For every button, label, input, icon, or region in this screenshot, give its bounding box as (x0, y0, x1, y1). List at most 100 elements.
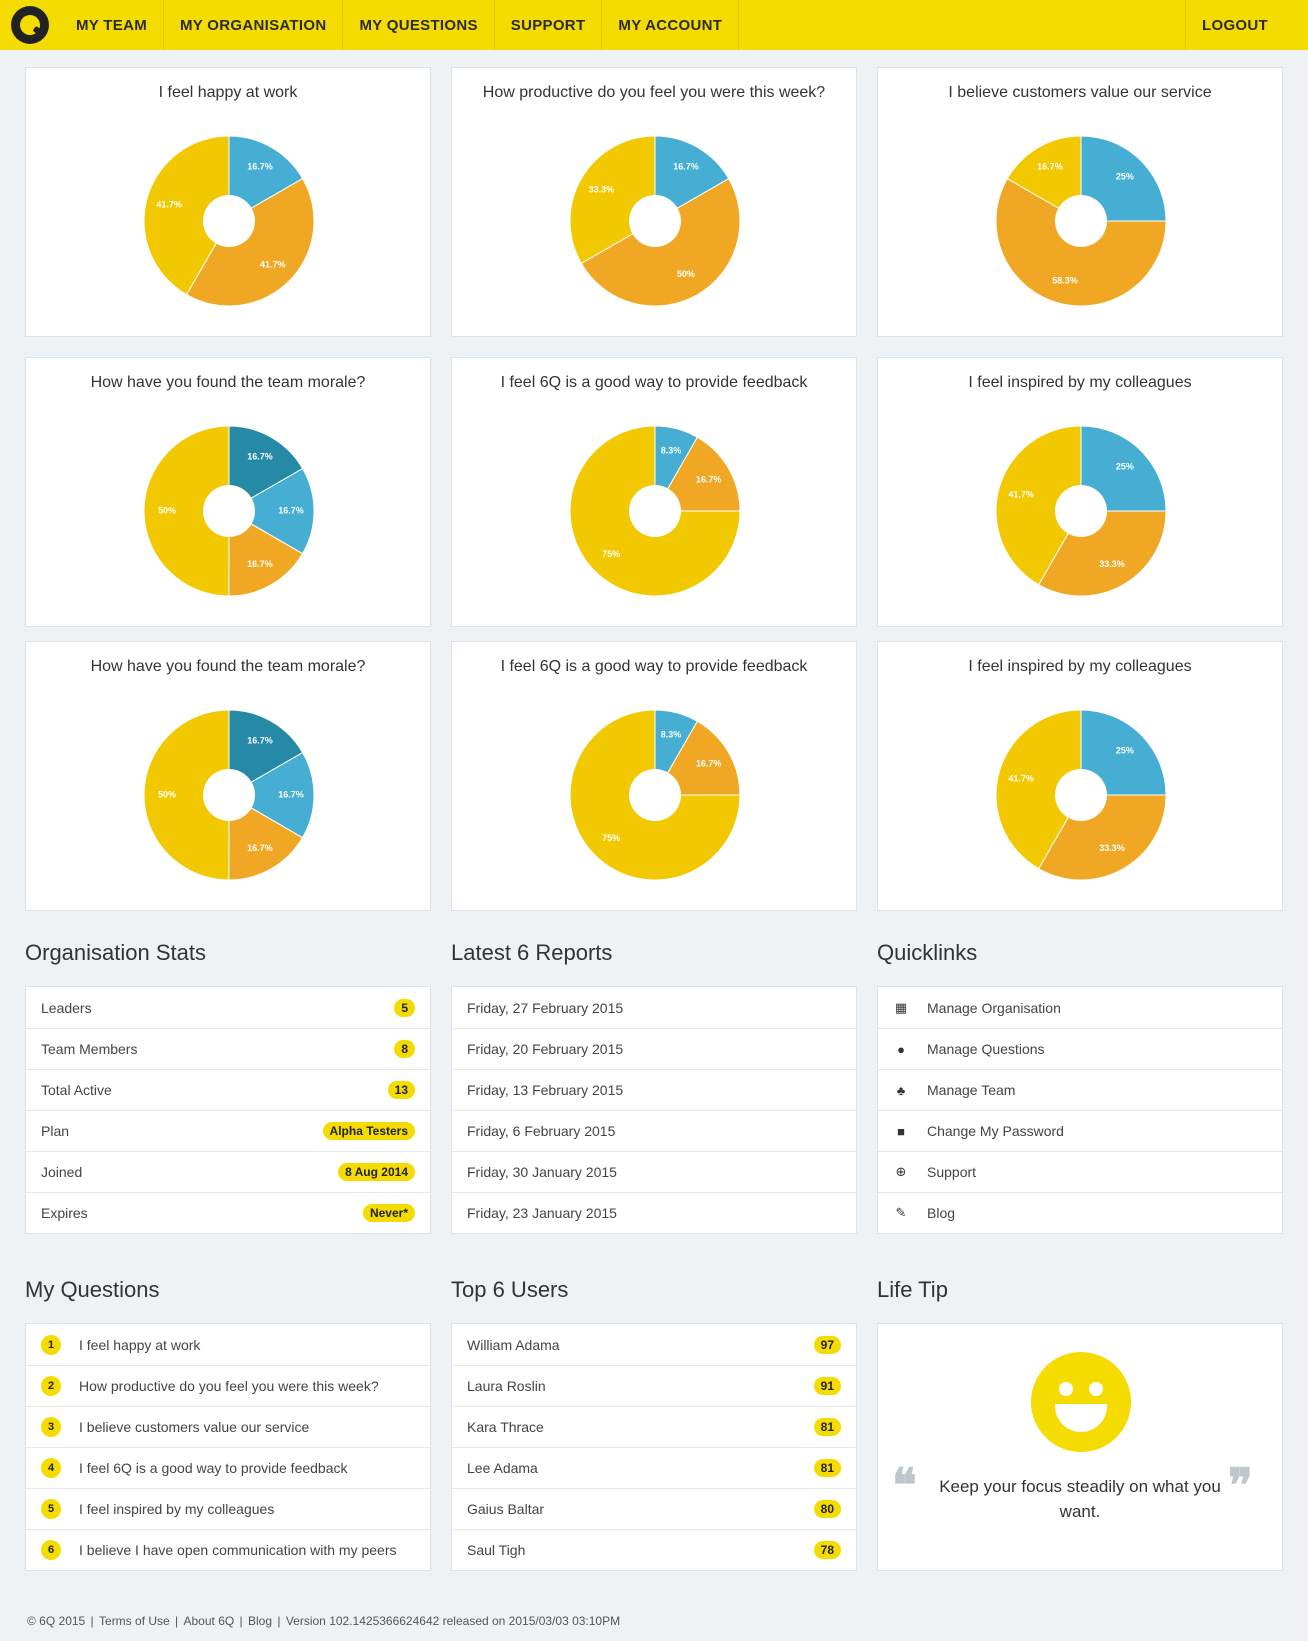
pie-slice[interactable] (143, 709, 230, 881)
quicklink-blog[interactable]: ✎ Blog (878, 1192, 1282, 1233)
org-stat-label: Expires (41, 1205, 88, 1221)
question-number-badge: 4 (41, 1458, 61, 1478)
org-stat-label: Plan (41, 1123, 70, 1139)
quicklink-label: Change My Password (927, 1123, 1064, 1139)
user-score-badge: 81 (813, 1459, 841, 1477)
smiley-icon (1031, 1352, 1131, 1452)
question-item[interactable]: 1 I feel happy at work (26, 1324, 430, 1365)
logout-button[interactable]: LOGOUT (1185, 0, 1308, 50)
report-link[interactable]: Friday, 20 February 2015 (452, 1028, 856, 1069)
footer-blog-link[interactable]: Blog (248, 1614, 273, 1628)
nav-my-account[interactable]: MY ACCOUNT (602, 0, 740, 50)
quicklink-label: Manage Questions (927, 1041, 1045, 1057)
chart-panel: I feel inspired by my colleagues 25% 33.3%… (877, 357, 1283, 627)
donut-chart: 8.3% 16.7% 75% (569, 425, 741, 597)
report-link[interactable]: Friday, 6 February 2015 (452, 1110, 856, 1151)
org-stat-row: Joined 8 Aug 2014 (26, 1151, 430, 1192)
pencil-icon: ✎ (895, 1205, 907, 1220)
report-link[interactable]: Friday, 13 February 2015 (452, 1069, 856, 1110)
pie-slice[interactable] (185, 177, 315, 307)
pie-slice[interactable] (143, 425, 230, 597)
chart-title: How productive do you feel you were this… (482, 84, 826, 101)
report-link[interactable]: Friday, 30 January 2015 (452, 1151, 856, 1192)
question-number-badge: 2 (41, 1376, 61, 1396)
pie-slice[interactable] (1080, 425, 1167, 512)
pie-slice[interactable] (654, 720, 741, 796)
pie-slice-label: 41.7% (1008, 773, 1034, 783)
org-stat-badge: 5 (394, 998, 415, 1017)
donut-chart: 16.7% 16.7% 16.7% 50% (143, 709, 315, 881)
user-row[interactable]: William Adama 97 (452, 1324, 856, 1365)
org-stat-badge: 8 Aug 2014 (338, 1163, 415, 1181)
donut-chart: 16.7% 16.7% 16.7% 50% (143, 425, 315, 597)
close-quote-icon: ❞ (1228, 1458, 1253, 1512)
footer-about-link[interactable]: About 6Q (183, 1614, 235, 1628)
quicklink-support[interactable]: ⊕ Support (878, 1151, 1282, 1192)
report-link[interactable]: Friday, 27 February 2015 (467, 999, 624, 1016)
pie-slice[interactable] (228, 467, 315, 555)
pie-slice-label: 16.7% (696, 758, 722, 768)
chart-title: I feel 6Q is a good way to provide feedb… (500, 374, 808, 391)
pie-slice[interactable] (228, 425, 304, 512)
pie-slice[interactable] (228, 510, 304, 597)
user-row[interactable]: Lee Adama 81 (452, 1447, 856, 1488)
pie-slice[interactable] (654, 436, 741, 512)
question-item[interactable]: 5 I feel inspired by my colleagues (26, 1488, 430, 1529)
smiley-right-eye (1089, 1382, 1103, 1396)
pie-slice-label: 25% (1116, 462, 1134, 472)
pie-slice[interactable] (654, 135, 730, 222)
user-name: Lee Adama (467, 1460, 538, 1476)
pie-slice[interactable] (228, 135, 304, 222)
pie-slice[interactable] (1080, 135, 1167, 222)
chart-panel: How have you found the team morale? 16.7%… (25, 641, 431, 911)
user-row[interactable]: Saul Tigh 78 (452, 1529, 856, 1570)
logo[interactable] (0, 0, 60, 50)
pie-slice[interactable] (1080, 709, 1167, 796)
top-users-title: Top 6 Users (451, 1277, 569, 1302)
nav-my-questions[interactable]: MY QUESTIONS (343, 0, 495, 50)
top-users-list: William Adama 97 Laura Roslin 91 Kara Thra… (451, 1323, 857, 1571)
pie-slice[interactable] (228, 751, 315, 839)
user-row[interactable]: Kara Thrace 81 (452, 1406, 856, 1447)
nav-my-organisation[interactable]: MY ORGANISATION (164, 0, 344, 50)
chart-panel: I feel inspired by my colleagues 25% 33.3%… (877, 641, 1283, 911)
quicklink-manage-questions[interactable]: ● Manage Questions (878, 1028, 1282, 1069)
life-tip-text: Keep your focus steadily on what you wan… (939, 1477, 1221, 1521)
question-item[interactable]: 6 I believe I have open communication wit… (26, 1529, 430, 1570)
org-stat-badge: 8 (394, 1040, 415, 1058)
pie-slice[interactable] (995, 709, 1082, 870)
chart-title: How have you found the team morale? (90, 374, 366, 391)
user-row[interactable]: Gaius Baltar 80 (452, 1488, 856, 1529)
question-item[interactable]: 3 I believe customers value our service (26, 1406, 430, 1447)
pie-slice-label: 75% (602, 549, 620, 559)
top-nav: MY TEAM MY ORGANISATION MY QUESTIONS SUP… (0, 0, 1308, 50)
pie-slice[interactable] (995, 425, 1082, 586)
donut-hole (203, 769, 255, 821)
pie-slice-label: 25% (1116, 746, 1134, 756)
chart-title: I believe customers value our service (948, 84, 1212, 101)
pie-slice[interactable] (569, 425, 741, 597)
quicklink-manage-organisation[interactable]: ▦ Manage Organisation (878, 987, 1282, 1028)
nav-my-team[interactable]: MY TEAM (60, 0, 164, 50)
pie-slice-label: 33.3% (589, 184, 615, 194)
pie-slice[interactable] (228, 709, 304, 796)
life-tip-panel: ❝ ❞ Keep your focus steadily on what you… (877, 1323, 1283, 1571)
quicklinks-title: Quicklinks (877, 940, 978, 965)
donut-hole (203, 195, 255, 247)
6q-logo-icon (11, 6, 49, 44)
user-row[interactable]: Laura Roslin 91 (452, 1365, 856, 1406)
quicklink-change-password[interactable]: ■ Change My Password (878, 1110, 1282, 1151)
question-item[interactable]: 4 I feel 6Q is a good way to provide feed… (26, 1447, 430, 1488)
pie-slice[interactable] (228, 794, 304, 881)
quicklink-manage-team[interactable]: ♣ Manage Team (878, 1069, 1282, 1110)
nav-support[interactable]: SUPPORT (495, 0, 603, 50)
pie-slice[interactable] (1006, 135, 1082, 222)
my-questions-list: 1 I feel happy at work 2 How productive do… (25, 1323, 431, 1571)
footer-terms-link[interactable]: Terms of Use (99, 1614, 170, 1628)
pie-slice[interactable] (143, 135, 230, 296)
smiley-mouth (1055, 1404, 1107, 1432)
pie-slice[interactable] (569, 709, 741, 881)
report-link[interactable]: Friday, 23 January 2015 (452, 1192, 856, 1233)
question-item[interactable]: 2 How productive do you feel you were thi… (26, 1365, 430, 1406)
donut-chart: 25% 33.3% 41.7% (995, 425, 1167, 597)
